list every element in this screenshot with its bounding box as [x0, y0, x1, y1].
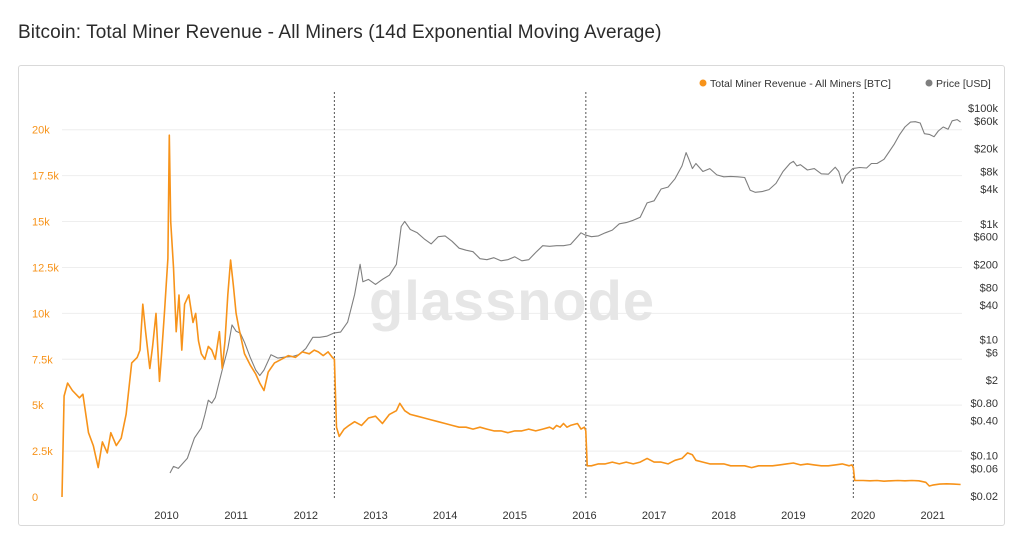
chart-frame: [18, 65, 1005, 526]
right-axis-tick-label: $80: [980, 282, 998, 294]
right-axis-tick-label: $2: [986, 375, 998, 387]
right-axis-tick-label: $20k: [974, 143, 998, 155]
left-axis-tick-label: 12.5k: [32, 262, 59, 274]
x-axis-tick-label: 2019: [781, 510, 805, 522]
right-axis-tick-label: $10: [980, 335, 998, 347]
x-axis-tick-label: 2013: [363, 510, 387, 522]
revenue-line: [61, 134, 961, 498]
x-axis-tick-label: 2015: [503, 510, 527, 522]
legend-label[interactable]: Total Miner Revenue - All Miners [BTC]: [710, 78, 891, 90]
legend: Total Miner Revenue - All Miners [BTC] Pr…: [699, 78, 991, 90]
x-axis-tick-label: 2020: [851, 510, 875, 522]
right-axis-tick-label: $200: [974, 259, 998, 271]
right-axis-tick-label: $0.10: [970, 451, 998, 463]
x-axis-tick-label: 2018: [712, 510, 736, 522]
right-axis-tick-label: $600: [974, 232, 998, 244]
right-axis-tick-label: $0.40: [970, 416, 998, 428]
left-axis-tick-label: 0: [32, 492, 38, 504]
right-axis-tick-label: $4k: [980, 184, 998, 196]
right-axis-tick-label: $8k: [980, 167, 998, 179]
left-axis-tick-label: 5k: [32, 400, 44, 412]
left-axis-tick-label: 2.5k: [32, 446, 53, 458]
page-title: Bitcoin: Total Miner Revenue - All Miner…: [18, 22, 662, 43]
left-axis-tick-label: 15k: [32, 217, 50, 229]
x-axis-tick-label: 2010: [154, 510, 178, 522]
left-axis-tick-label: 7.5k: [32, 354, 53, 366]
right-axis-tick-label: $60k: [974, 116, 998, 128]
grid-layer: [62, 129, 962, 452]
left-axis-tick-label: 10k: [32, 308, 50, 320]
revenue-series: [61, 134, 961, 498]
x-axis-tick-label: 2016: [572, 510, 596, 522]
right-axis: $0.02 $0.06$0.10 $0.40 $0.80 $2 $6$10 $40 $80 $2…: [968, 103, 998, 503]
right-axis-tick-label: $1k: [980, 219, 998, 231]
right-axis-tick-label: $6: [986, 348, 998, 360]
right-axis-tick-label: $0.80: [970, 398, 998, 410]
legend-marker: [925, 79, 933, 87]
left-axis: 0 2.5k 5k 7.5k 10k 12.5k 15k 17.5k 20k: [32, 125, 59, 504]
right-axis-tick-label: $40: [980, 300, 998, 312]
right-axis-tick-label: $0.02: [970, 491, 998, 503]
x-axis-tick-label: 2014: [433, 510, 457, 522]
x-axis-tick-label: 2017: [642, 510, 666, 522]
x-axis-tick-label: 2021: [921, 510, 945, 522]
watermark: glassnode: [369, 269, 655, 332]
x-axis: 2010 2011 2012 2013 2014 2015 2016 2017 2018 2019…: [154, 510, 945, 522]
x-axis-tick-label: 2011: [224, 510, 248, 522]
right-axis-tick-label: $0.06: [970, 463, 998, 475]
right-axis-tick-label: $100k: [968, 103, 998, 115]
legend-marker: [699, 79, 707, 87]
left-axis-tick-label: 20k: [32, 125, 50, 137]
legend-label[interactable]: Price [USD]: [936, 78, 991, 90]
price-series: [169, 119, 961, 474]
x-axis-tick-label: 2012: [294, 510, 318, 522]
price-line: [169, 119, 961, 474]
left-axis-tick-label: 17.5k: [32, 171, 59, 183]
